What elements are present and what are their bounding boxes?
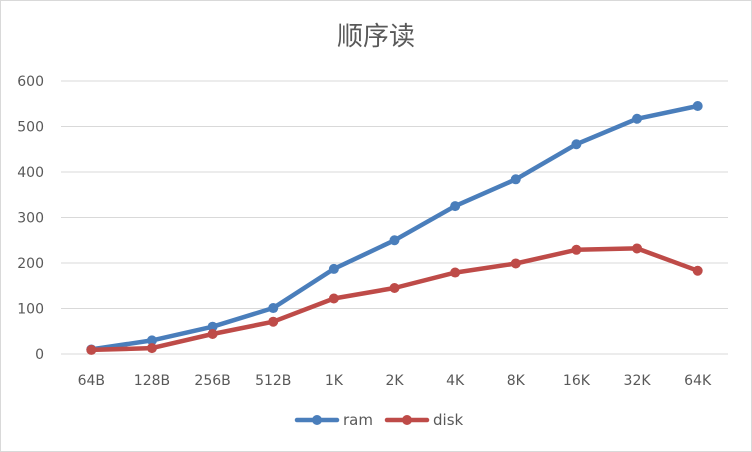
data-point-disk (632, 243, 643, 254)
legend: ram disk (294, 411, 464, 429)
x-tick-label: 1K (325, 373, 344, 389)
data-point-disk (571, 244, 582, 255)
data-point-ram (450, 201, 461, 212)
data-point-ram (632, 113, 643, 124)
y-tick-label: 100 (17, 302, 44, 318)
y-tick-label: 500 (17, 120, 44, 136)
x-axis-ticks: 64B 128B 256B 512B 1K 2K 4K 8K 16K 32K 64K (78, 373, 712, 389)
x-tick-label: 128B (134, 373, 170, 389)
data-point-ram (510, 174, 521, 185)
series-ram (86, 101, 703, 355)
data-point-disk (692, 265, 703, 276)
y-axis-ticks: 0 100 200 300 400 500 600 (17, 74, 44, 363)
data-point-ram (328, 263, 339, 274)
data-point-disk (510, 258, 521, 269)
legend-marker (402, 415, 412, 425)
series-disk (86, 243, 703, 355)
legend-item-ram: ram (294, 411, 373, 429)
series-layer (86, 101, 703, 355)
y-tick-label: 300 (17, 211, 44, 227)
x-tick-label: 64K (684, 373, 712, 389)
x-tick-label: 8K (507, 373, 526, 389)
data-point-disk (207, 328, 218, 339)
x-tick-label: 32K (624, 373, 652, 389)
data-point-disk (146, 343, 157, 354)
legend-item-disk: disk (384, 411, 464, 429)
data-point-ram (389, 235, 400, 246)
data-point-disk (450, 267, 461, 278)
x-tick-label: 256B (194, 373, 230, 389)
y-tick-label: 200 (17, 256, 44, 272)
series-line-ram (89, 103, 700, 352)
x-tick-label: 4K (446, 373, 465, 389)
x-tick-label: 512B (255, 373, 291, 389)
data-point-disk (389, 283, 400, 294)
data-point-ram (146, 335, 157, 346)
legend-label: ram (343, 411, 373, 429)
legend-label: disk (433, 411, 464, 429)
data-point-ram (692, 101, 703, 112)
legend-marker (312, 415, 322, 425)
data-point-disk (328, 293, 339, 304)
y-tick-label: 600 (17, 74, 44, 90)
x-tick-label: 2K (385, 373, 404, 389)
x-tick-label: 64B (78, 373, 105, 389)
y-tick-label: 0 (35, 347, 44, 363)
x-tick-label: 16K (563, 373, 591, 389)
data-point-ram (571, 139, 582, 150)
chart-title: 顺序读 (337, 22, 415, 52)
y-tick-label: 400 (17, 165, 44, 181)
data-point-ram (268, 303, 279, 314)
data-point-disk (86, 344, 97, 355)
data-point-ram (207, 321, 218, 332)
data-point-disk (268, 316, 279, 327)
